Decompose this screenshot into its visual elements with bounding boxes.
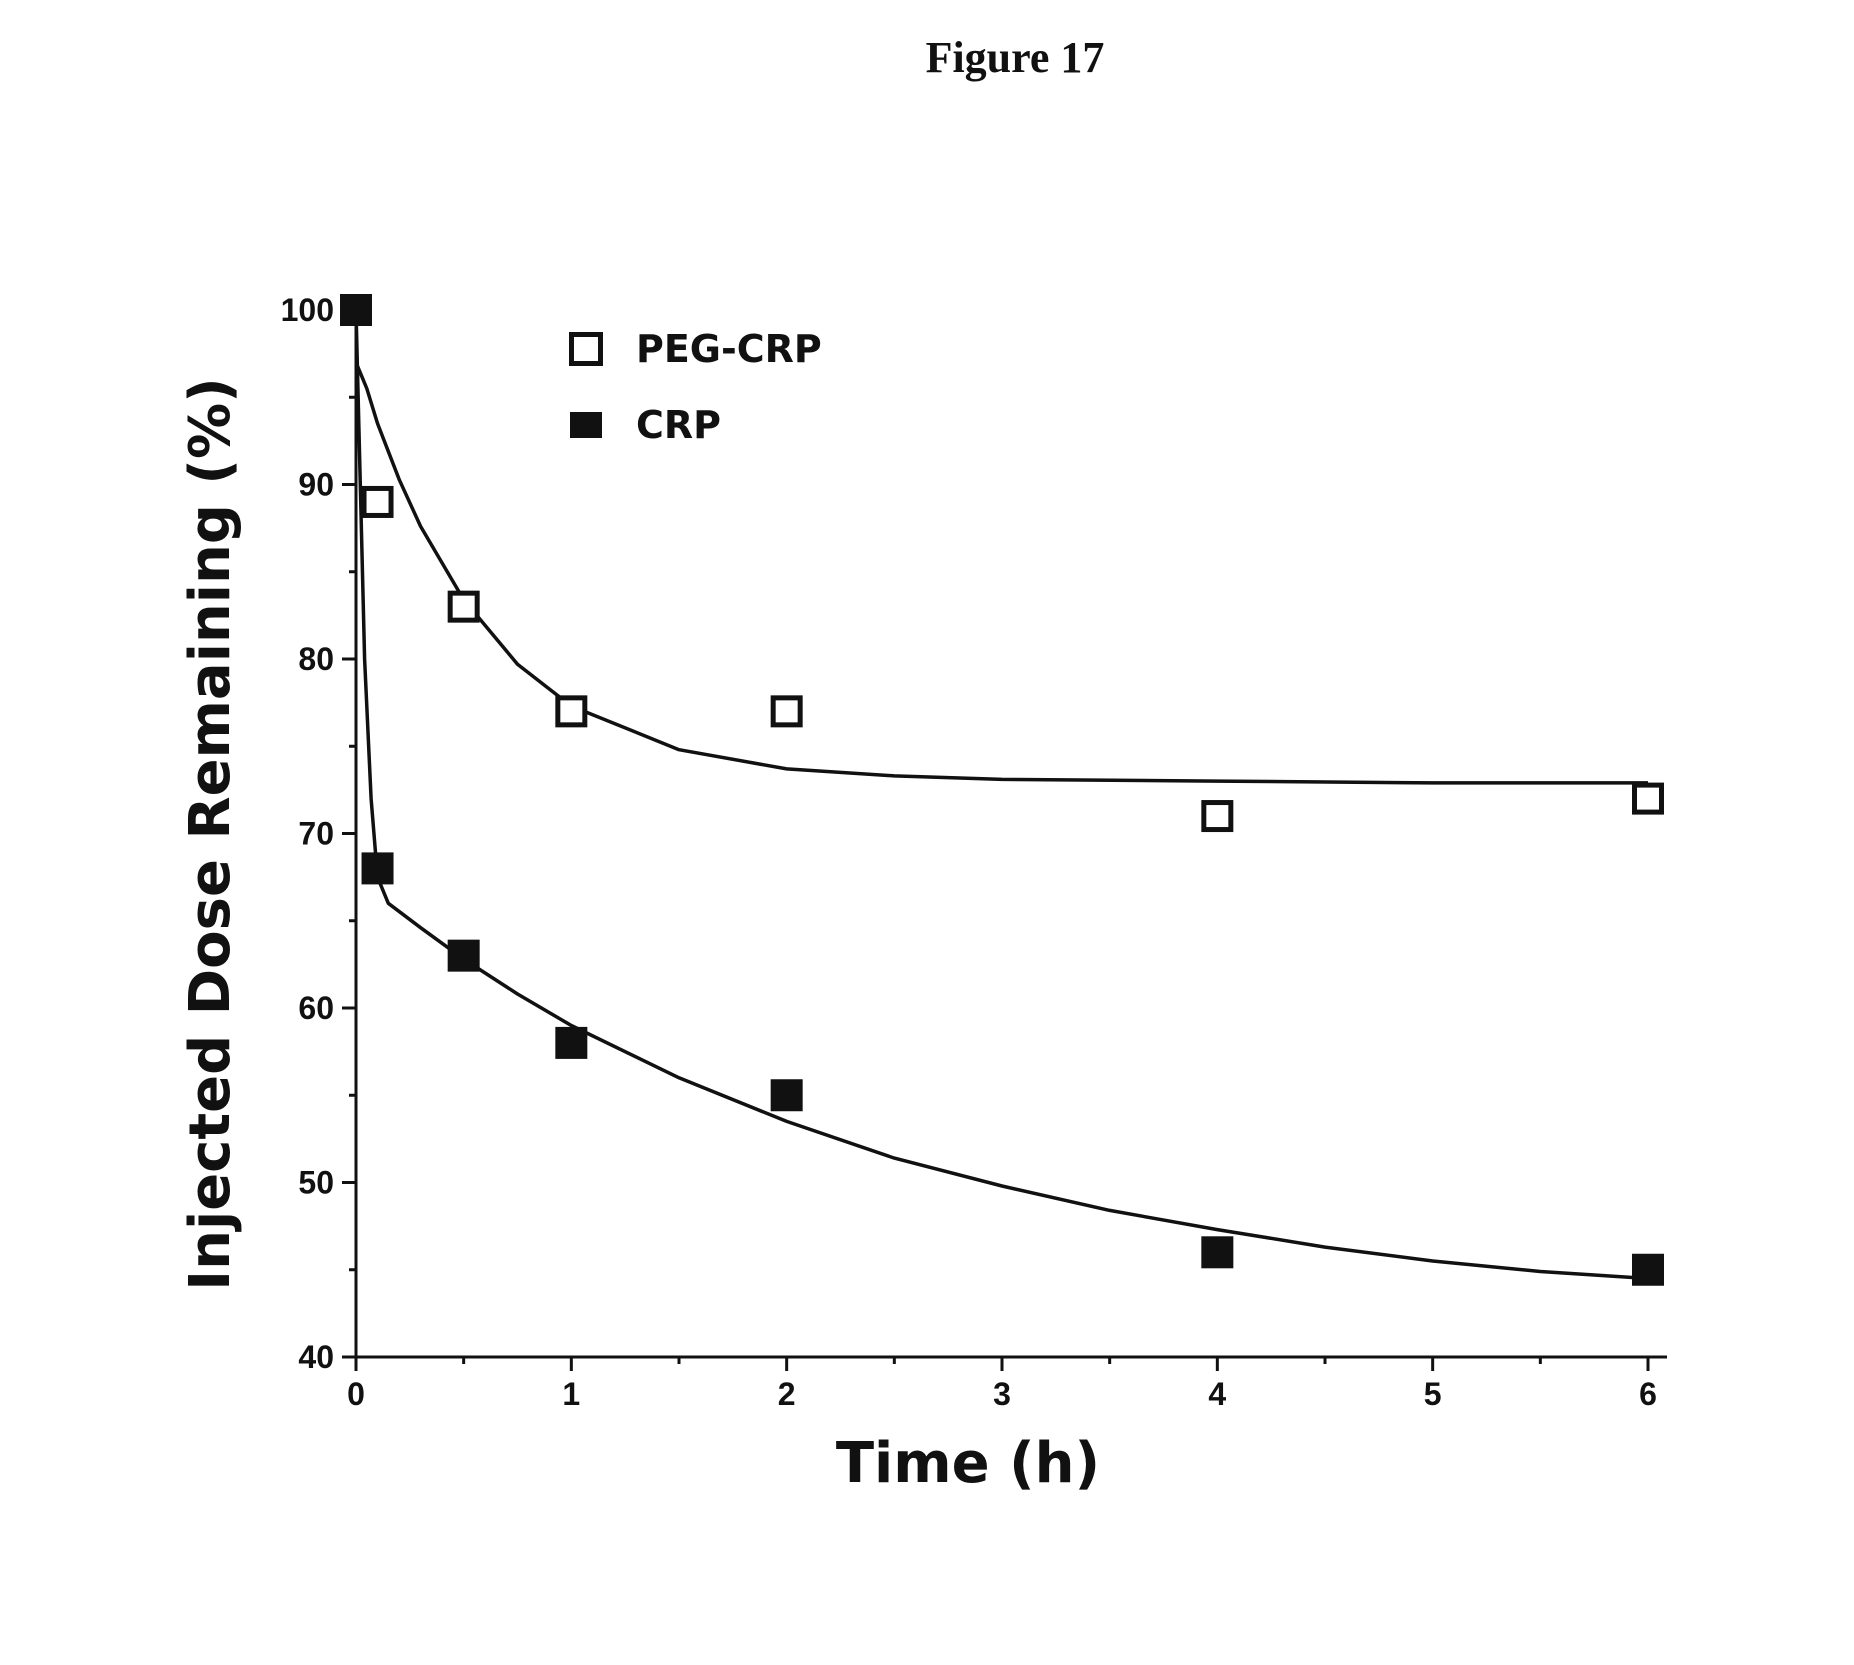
y-tick-label: 70 bbox=[298, 816, 334, 852]
x-tick-label: 1 bbox=[562, 1376, 580, 1412]
figure-title: Figure 17 bbox=[925, 33, 1105, 82]
fit-curves bbox=[354, 309, 1649, 1281]
y-tick-label: 100 bbox=[281, 292, 334, 328]
peg-crp-point bbox=[447, 590, 480, 623]
crp-point bbox=[770, 1079, 803, 1112]
ticks: 0 1 2 3 4 5 6 40 50 60 70 80 90 100 bbox=[281, 292, 1657, 1412]
peg-crp-point bbox=[770, 695, 803, 728]
x-tick-label: 0 bbox=[347, 1376, 365, 1412]
y-tick-label: 80 bbox=[298, 641, 334, 677]
y-tick-label: 60 bbox=[298, 990, 334, 1026]
y-axis-title: Injected Dose Remaining (%) bbox=[178, 377, 243, 1290]
crp-point bbox=[555, 1026, 588, 1059]
x-axis-title: Time (h) bbox=[836, 1431, 1100, 1496]
data-points bbox=[340, 294, 1664, 1286]
x-tick-label: 3 bbox=[993, 1376, 1011, 1412]
crp-fit-curve bbox=[354, 309, 1649, 1281]
x-tick-label: 5 bbox=[1424, 1376, 1442, 1412]
y-tick-label: 90 bbox=[298, 467, 334, 503]
y-tick-label: 40 bbox=[298, 1339, 334, 1375]
legend-marker-crp bbox=[570, 412, 602, 438]
x-tick-label: 4 bbox=[1208, 1376, 1226, 1412]
crp-point bbox=[340, 294, 372, 326]
crp-point bbox=[361, 852, 394, 885]
legend-marker-peg-crp bbox=[569, 332, 603, 366]
crp-point bbox=[1201, 1236, 1234, 1269]
peg-crp-point bbox=[555, 695, 588, 728]
peg-crp-fit-curve bbox=[354, 361, 1648, 785]
axes bbox=[354, 310, 1667, 1359]
peg-crp-point bbox=[1201, 800, 1234, 833]
y-tick-label: 50 bbox=[298, 1165, 334, 1201]
legend-label-peg-crp: PEG-CRP bbox=[636, 327, 822, 371]
crp-point bbox=[1632, 1253, 1664, 1286]
peg-crp-point bbox=[1632, 782, 1664, 815]
legend-label-crp: CRP bbox=[636, 403, 721, 447]
legend: PEG-CRP CRP bbox=[569, 327, 822, 447]
peg-crp-point bbox=[361, 485, 394, 518]
crp-point bbox=[447, 939, 480, 972]
x-tick-label: 2 bbox=[778, 1376, 796, 1412]
x-tick-label: 6 bbox=[1639, 1376, 1657, 1412]
